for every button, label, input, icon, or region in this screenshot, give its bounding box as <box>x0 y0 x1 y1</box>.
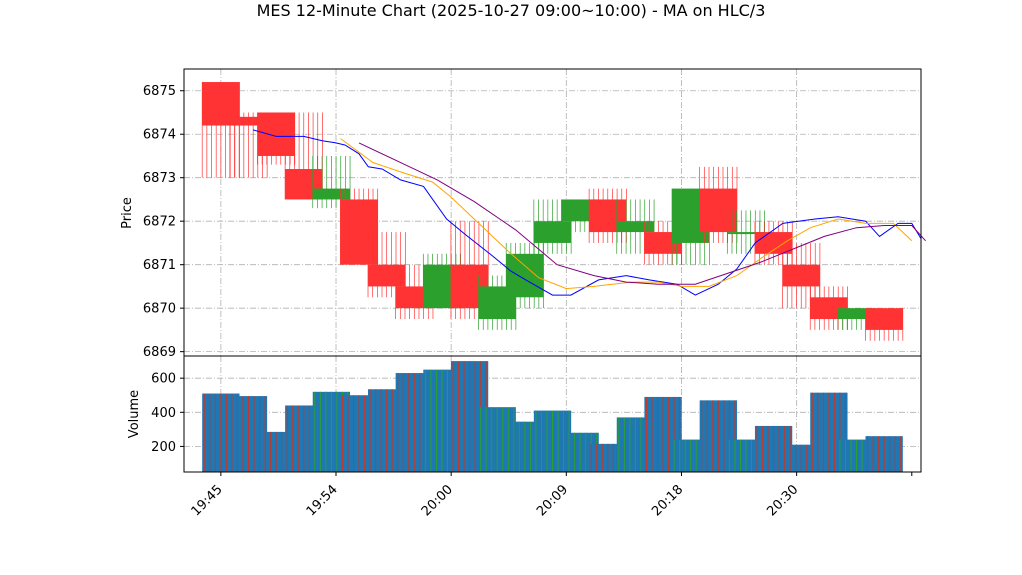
candle <box>865 308 904 341</box>
x-tick-label: 19:45 <box>189 482 226 519</box>
candle-body <box>533 221 572 243</box>
volume-y-tick-label: 400 <box>151 406 176 421</box>
price-candles <box>201 82 904 341</box>
volume-y-label: Volume <box>127 390 142 438</box>
price-y-tick-label: 6869 <box>143 345 176 360</box>
volume-y-tick-label: 200 <box>151 440 176 455</box>
x-tick-label: 20:09 <box>534 482 571 519</box>
candle-body <box>340 199 378 265</box>
price-moving-averages <box>252 129 926 296</box>
volume-y-tick-label: 600 <box>151 372 176 387</box>
price-y-tick-label: 6874 <box>143 128 176 143</box>
volume-bar <box>644 396 682 472</box>
candle <box>505 242 544 309</box>
price-y-label: Price <box>120 197 135 229</box>
price-y-tick-label: 6871 <box>143 258 176 273</box>
candle-body <box>782 264 820 287</box>
x-tick-label: 20:18 <box>649 482 686 519</box>
price-y-tick-label: 6870 <box>143 302 176 317</box>
volume-y-axis: 200 400 600 <box>151 372 184 455</box>
candle <box>588 188 627 243</box>
x-tick-label: 19:54 <box>304 482 341 519</box>
candle-body <box>312 188 351 200</box>
candle-body <box>229 116 268 126</box>
candle <box>257 112 296 165</box>
candle <box>340 188 379 265</box>
candle <box>201 82 240 178</box>
x-axis: 19:45 19:54 20:00 20:09 20:18 20:30 <box>189 472 913 519</box>
x-tick-label: 20:30 <box>764 482 801 519</box>
chart-title: MES 12-Minute Chart (2025-10-27 09:00~10… <box>257 1 766 20</box>
candle <box>782 242 821 309</box>
candle-body <box>506 253 544 298</box>
volume-bars <box>202 361 903 472</box>
candle-body <box>257 112 295 156</box>
ma-slow-line <box>358 142 926 285</box>
price-y-tick-label: 6872 <box>143 215 176 230</box>
candle-body <box>616 221 655 233</box>
volume-bar <box>865 436 903 472</box>
candle-body <box>865 308 903 330</box>
price-panel: 6869 6870 6871 6872 6873 6874 6875 Price <box>120 68 926 360</box>
ma-fast-line <box>252 129 922 296</box>
volume-panel: 200 400 600 Volume <box>127 355 922 473</box>
x-tick-label: 20:00 <box>419 482 456 519</box>
volume-plot-frame <box>183 355 922 473</box>
price-y-tick-label: 6875 <box>143 84 176 99</box>
candle <box>699 166 738 243</box>
price-y-axis: 6869 6870 6871 6872 6873 6874 6875 <box>143 84 184 360</box>
candle-body <box>727 232 765 235</box>
price-y-tick-label: 6873 <box>143 171 176 186</box>
ma-mid-line <box>340 138 913 290</box>
candle-body <box>837 308 876 320</box>
candle-body <box>368 264 406 287</box>
candle-body <box>754 232 793 254</box>
candle-body <box>699 188 737 233</box>
